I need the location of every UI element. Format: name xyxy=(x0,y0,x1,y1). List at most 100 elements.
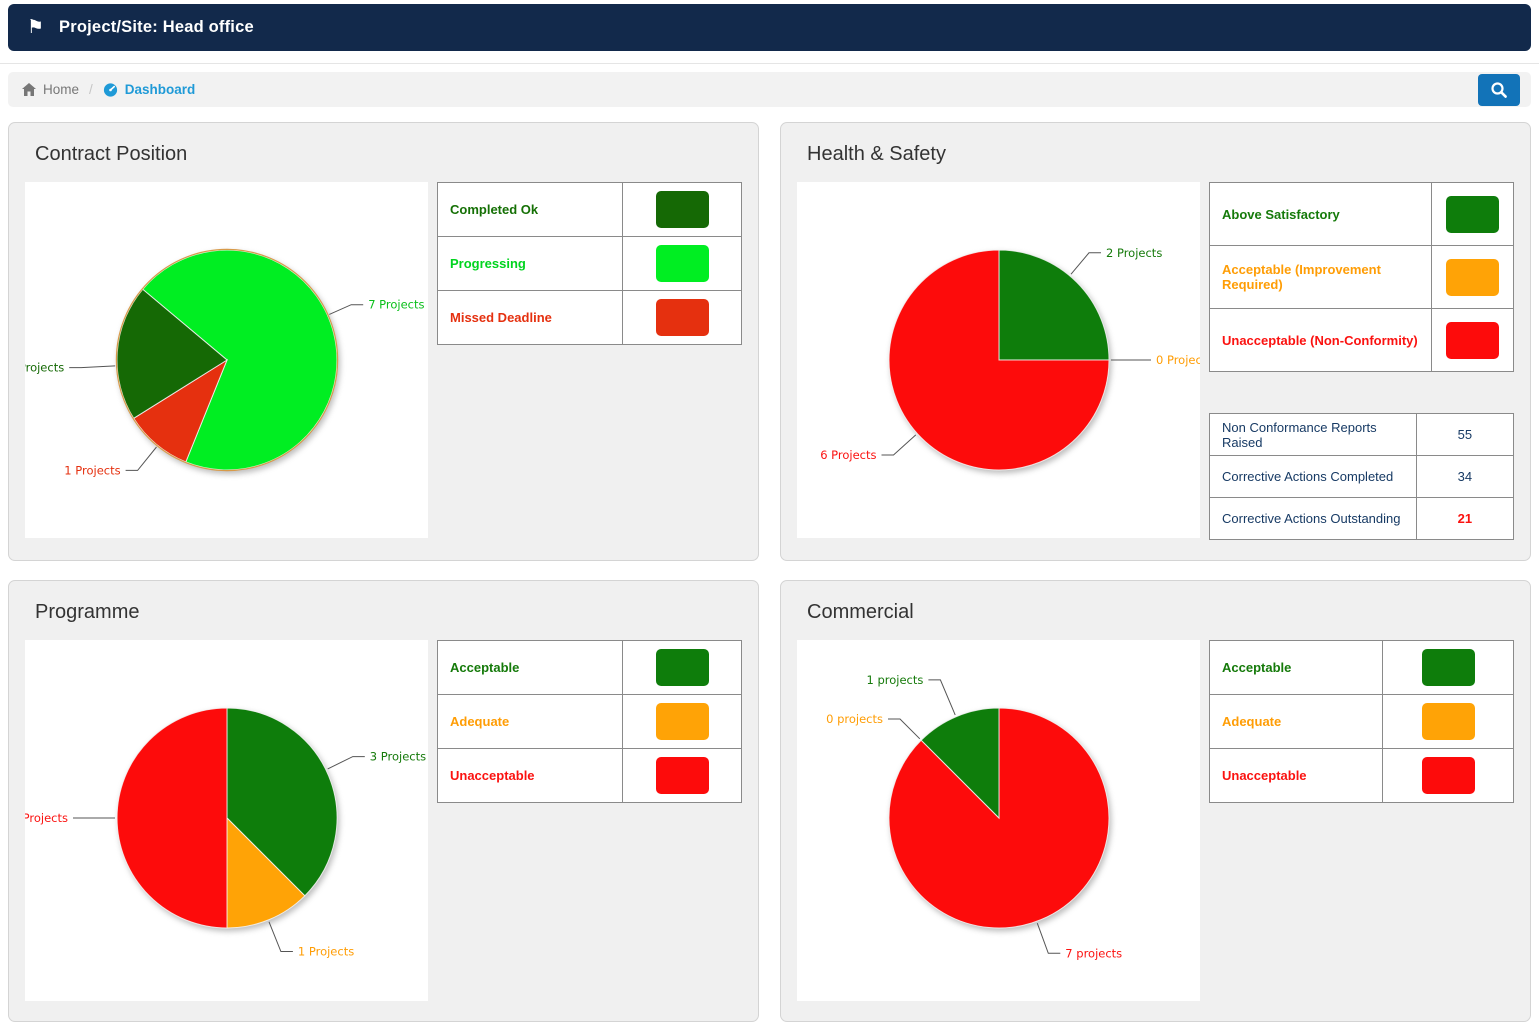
pie-callout-line xyxy=(268,921,293,952)
health-safety-stats-table: Non Conformance Reports Raised 55 Correc… xyxy=(1209,413,1515,540)
breadcrumb-current-label: Dashboard xyxy=(124,82,196,97)
topbar: ⚑ Project/Site: Head office xyxy=(8,4,1531,51)
legend-color-swatch xyxy=(1445,195,1499,233)
home-icon xyxy=(22,83,36,96)
pie-rim xyxy=(115,248,339,472)
commercial-legend: Acceptable Adequate Unacceptable xyxy=(1208,640,1514,803)
pie-callout-label-unacceptable: 7 projects xyxy=(1065,946,1122,960)
dashboard-grid: Contract Position 7 Projects 1 Projects 2 … xyxy=(8,122,1531,1022)
pie-callout-line xyxy=(329,304,364,315)
pie-callout-label-completed-ok: 2 Projects xyxy=(25,361,64,375)
legend-row: Above Satisfactory xyxy=(1209,182,1515,246)
pie-callout-line xyxy=(69,365,116,369)
legend-label: Above Satisfactory xyxy=(1209,182,1432,246)
breadcrumb-home-link[interactable]: Home xyxy=(22,82,79,97)
pie-callout-label-progressing: 7 Projects xyxy=(368,298,424,312)
pie-callout-line xyxy=(1070,252,1101,275)
pie-slice-above-satisfactory xyxy=(998,249,1110,361)
stats-row: Corrective Actions Outstanding 21 xyxy=(1209,497,1515,540)
pie-callout-label-unacceptable: 4 Projects xyxy=(25,811,68,825)
legend-swatch-cell xyxy=(1430,308,1515,372)
legend-color-swatch xyxy=(1421,649,1475,686)
legend-label: Missed Deadline xyxy=(436,290,624,345)
dashboard-gauge-icon xyxy=(103,82,118,97)
panel-health-safety: Health & Safety 2 Projects 6 Projects 0 Pr… xyxy=(780,122,1531,561)
legend-label: Acceptable xyxy=(1208,640,1384,695)
legend-row: Acceptable xyxy=(1208,640,1514,695)
contract-position-pie-chart: 7 Projects 1 Projects 2 Projects xyxy=(25,248,425,477)
pie-callout-line xyxy=(888,718,921,740)
pie-callout-line xyxy=(928,679,956,716)
legend-label: Acceptable xyxy=(436,640,624,695)
legend-row: Acceptable xyxy=(436,640,742,695)
pie-callout-line xyxy=(881,434,917,456)
pie-callout-label-adequate: 0 projects xyxy=(826,712,883,726)
legend-row: Unacceptable xyxy=(436,748,742,803)
legend-color-swatch xyxy=(655,649,709,686)
stat-label: Non Conformance Reports Raised xyxy=(1209,413,1417,456)
legend-label: Acceptable (Improvement Required) xyxy=(1209,245,1432,309)
breadcrumb-current-link[interactable]: Dashboard xyxy=(103,82,196,97)
search-button[interactable] xyxy=(1478,73,1520,106)
legend-swatch-cell xyxy=(622,290,742,345)
legend-swatch-cell xyxy=(1382,640,1514,695)
pie-slice-unacceptable xyxy=(116,707,228,929)
legend-swatch-cell xyxy=(622,640,742,695)
stat-value: 34 xyxy=(1415,455,1515,498)
stat-label: Corrective Actions Completed xyxy=(1209,455,1417,498)
programme-pie-chart: 3 Projects 1 Projects 4 Projects xyxy=(25,707,426,959)
pie-callout-label-acceptable: 1 projects xyxy=(867,673,924,687)
pie-slice-acceptable xyxy=(920,707,1000,820)
panel-title: Contract Position xyxy=(35,143,188,165)
commercial-pie-chart: 7 projects 1 projects 0 projects xyxy=(826,673,1122,960)
pie-callout-line xyxy=(125,446,157,471)
legend-color-swatch xyxy=(1421,757,1475,794)
legend-row: Adequate xyxy=(1208,694,1514,749)
legend-label: Progressing xyxy=(436,236,624,291)
legend-color-swatch xyxy=(1445,258,1499,296)
legend-row: Unacceptable (Non-Conformity) xyxy=(1209,308,1515,372)
pie-slice-adequate xyxy=(226,816,306,929)
panel-programme: Programme 3 Projects 1 Projects 4 Projects… xyxy=(8,580,759,1022)
legend-label: Adequate xyxy=(1208,694,1384,749)
panel-contract-position: Contract Position 7 Projects 1 Projects 2 … xyxy=(8,122,759,561)
flag-icon: ⚑ xyxy=(27,17,45,38)
legend-swatch-cell xyxy=(622,694,742,749)
header-divider xyxy=(0,63,1539,64)
pie-slice-acceptable xyxy=(226,707,338,897)
stat-value: 21 xyxy=(1415,497,1515,540)
legend-swatch-cell xyxy=(622,236,742,291)
legend-color-swatch xyxy=(1445,321,1499,359)
legend-swatch-cell xyxy=(1382,748,1514,803)
legend-color-swatch xyxy=(655,245,709,282)
legend-swatch-cell xyxy=(622,182,742,237)
pie-slice-progressing xyxy=(141,249,338,471)
legend-swatch-cell xyxy=(1430,182,1515,246)
health-safety-legend: Above Satisfactory Acceptable (Improveme… xyxy=(1209,182,1515,372)
legend-row: Completed Ok xyxy=(436,182,742,237)
legend-label: Unacceptable xyxy=(1208,748,1384,803)
legend-label: Unacceptable (Non-Conformity) xyxy=(1209,308,1432,372)
legend-color-swatch xyxy=(655,191,709,228)
legend-color-swatch xyxy=(655,299,709,336)
breadcrumb-separator: / xyxy=(89,82,93,97)
stat-label: Corrective Actions Outstanding xyxy=(1209,497,1417,540)
legend-row: Adequate xyxy=(436,694,742,749)
legend-color-swatch xyxy=(1421,703,1475,740)
legend-swatch-cell xyxy=(622,748,742,803)
panel-title: Programme xyxy=(35,601,140,623)
pie-callout-line xyxy=(1036,923,1061,954)
page-title: Project/Site: Head office xyxy=(59,18,254,36)
health-safety-chart-area: 2 Projects 6 Projects 0 Projects xyxy=(797,182,1200,538)
pie-callout-line xyxy=(327,756,365,770)
breadcrumb-home-label: Home xyxy=(43,82,80,97)
search-icon xyxy=(1490,81,1508,99)
panel-title: Health & Safety xyxy=(807,143,946,165)
pie-callout-label-acceptable: 3 Projects xyxy=(370,750,426,764)
legend-row: Progressing xyxy=(436,236,742,291)
stats-row: Non Conformance Reports Raised 55 xyxy=(1209,413,1515,456)
pie-callout-label-above-satisfactory: 2 Projects xyxy=(1106,246,1162,260)
health-safety-pie-chart: 2 Projects 6 Projects 0 Projects xyxy=(820,246,1200,471)
panel-title: Commercial xyxy=(807,601,914,623)
